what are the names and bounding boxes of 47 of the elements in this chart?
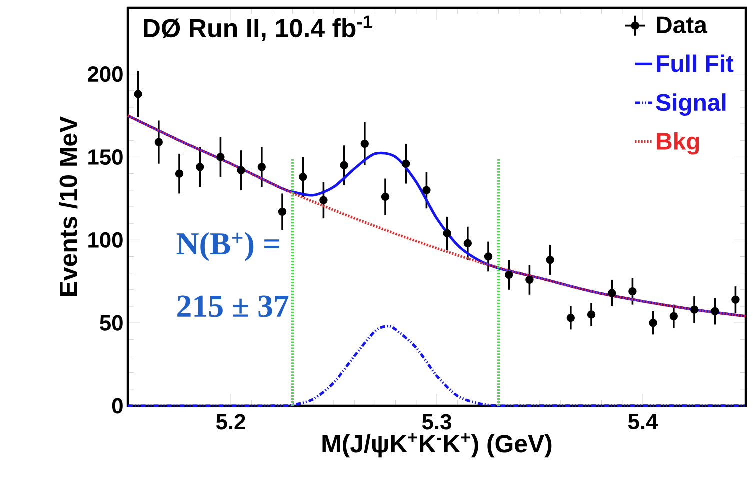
point [628,287,637,296]
point [484,252,493,261]
legend-label: Data [657,16,708,34]
point [320,196,328,204]
point [381,192,390,202]
point [608,289,616,298]
point [670,312,678,321]
x-tick-label: 5.3 [422,414,452,430]
point [649,318,658,328]
y-tick-label: 150 [88,149,123,165]
point [134,90,142,98]
point [402,160,410,168]
line-series [126,325,748,408]
point [546,256,554,264]
point [340,161,348,170]
point [154,138,164,146]
x-tick-label: 5.4 [628,414,658,430]
annotation: N(B$^{+}$) = [176,232,280,262]
annotation: DØ Run II, 10.4 fb$^{-1}$ [144,16,372,42]
point [690,306,699,314]
point [443,229,452,238]
y-axis-title: Events /10 MeV [59,116,78,296]
point [587,310,596,319]
point [464,239,472,248]
point [711,307,720,316]
point [175,170,184,178]
point [216,153,225,162]
point [258,163,266,172]
point [237,166,246,175]
point [526,276,534,284]
point [196,163,204,172]
y-tick-label: 200 [88,66,123,82]
legend-label: Bkg [657,132,700,155]
x-axis-title: M(J/ψK$^{+}$K$^{-}$K$^{+}$) (GeV) [322,433,552,458]
point [278,208,287,216]
legend-label: Signal [656,94,726,116]
point [299,173,308,182]
y-tick-label: 50 [100,315,123,331]
y-tick-label: 100 [88,232,123,248]
y-tick-label: 0 [112,398,123,414]
point [422,186,431,194]
point [360,140,370,148]
annotation: 215 ± 37 [178,296,289,318]
point [566,314,576,322]
legend-label: Full Fit [657,54,734,72]
point [505,270,514,280]
x-tick-label: 5.2 [216,414,246,430]
